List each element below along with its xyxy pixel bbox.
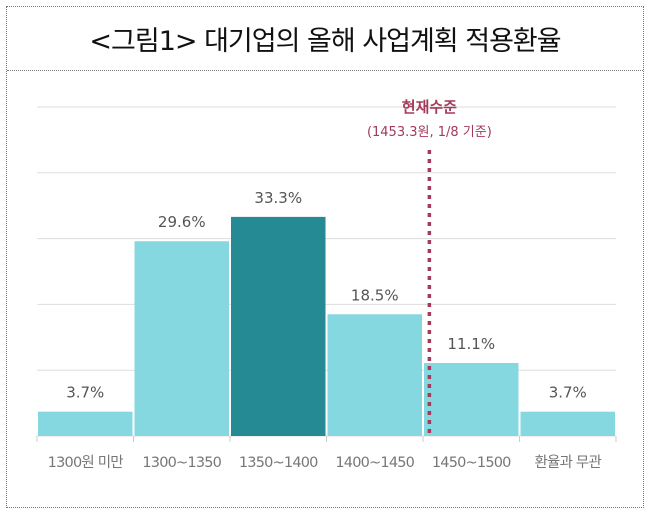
- x-tick-label: 1450~1500: [432, 455, 511, 471]
- x-tick-label: 1300원 미만: [48, 454, 124, 471]
- figure-frame: <그림1> 대기업의 올해 사업계획 적용환율: [6, 6, 644, 508]
- reference-label: 현재수준: [402, 98, 457, 116]
- bar: [327, 314, 422, 436]
- reference-sublabel: (1453.3원, 1/8 기준): [367, 125, 492, 140]
- data-label: 33.3%: [254, 189, 302, 207]
- data-label: 11.1%: [447, 335, 495, 353]
- data-label: 3.7%: [66, 384, 104, 402]
- x-tick-label: 1300~1350: [142, 455, 221, 471]
- data-label: 18.5%: [351, 286, 399, 304]
- bar: [424, 362, 519, 436]
- figure-title: <그림1> 대기업의 올해 사업계획 적용환율: [7, 7, 643, 71]
- data-label: 3.7%: [549, 384, 587, 402]
- data-label: 29.6%: [158, 213, 206, 231]
- bar: [520, 411, 615, 436]
- x-tick-label: 1400~1450: [335, 455, 414, 471]
- bar: [231, 216, 326, 436]
- x-tick-label: 1350~1400: [239, 455, 318, 471]
- x-tick-label: 환율과 무관: [534, 454, 601, 471]
- bar: [38, 411, 133, 436]
- bar: [134, 241, 229, 436]
